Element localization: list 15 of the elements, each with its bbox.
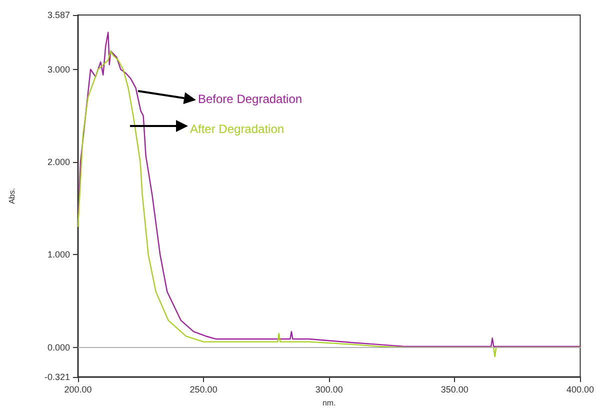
x-tick-label: 350.00: [440, 384, 468, 395]
y-tick-label: 3.000: [47, 64, 70, 74]
y-axis-title: Abs.: [8, 188, 16, 204]
y-tick-label: -0.321: [44, 372, 70, 382]
text: Before Degradation: [198, 92, 302, 106]
y-tick-label: 1.000: [47, 250, 70, 260]
y-tick-label: 2.000: [47, 157, 70, 168]
x-axis-title: nm.: [322, 398, 336, 408]
y-tick-label: 3.587: [47, 10, 70, 20]
x-tick-label: 250.00: [190, 384, 218, 395]
text: After Degradation: [190, 122, 284, 136]
y-tick-label: 0.000: [47, 342, 70, 352]
x-tick-label: 300.00: [315, 384, 343, 395]
x-tick-label: 400.00: [566, 384, 594, 395]
x-tick-label: 200.00: [64, 384, 92, 395]
